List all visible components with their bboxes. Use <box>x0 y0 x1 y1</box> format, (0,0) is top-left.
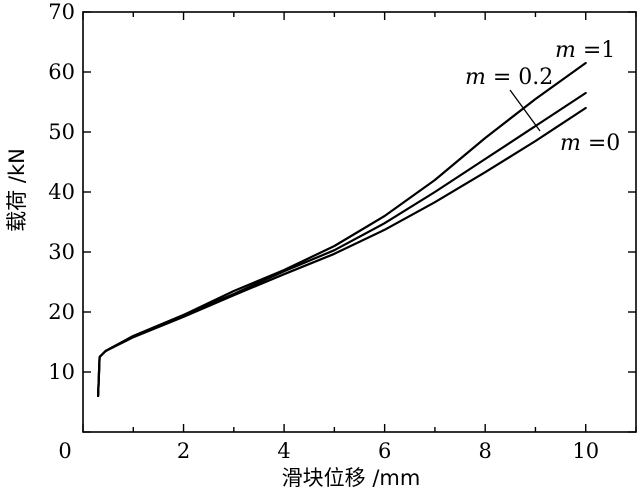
x-axis-label: 滑块位移 /mm <box>282 466 421 490</box>
y-tick-label: 70 <box>48 0 75 24</box>
annotation-m0: m =0 <box>560 131 620 156</box>
plot-area: 0 2 4 6 8 10 10 20 30 40 50 60 70 <box>48 0 637 463</box>
annotation-m02: m = 0.2 <box>465 65 553 90</box>
y-tick-label: 50 <box>48 120 75 144</box>
y-tick-label: 10 <box>48 360 75 384</box>
y-tick-label: 60 <box>48 60 75 84</box>
x-tick-label: 8 <box>478 439 491 463</box>
y-tick-label: 30 <box>48 240 75 264</box>
x-tick-label: 2 <box>177 439 190 463</box>
leader-line-m02 <box>509 89 541 132</box>
plot-frame <box>82 11 637 433</box>
x-tick-label: 10 <box>572 439 599 463</box>
x-tick-label: 0 <box>58 439 71 463</box>
x-tick-label: 6 <box>378 439 391 463</box>
y-axis-label: 载荷 /kN <box>5 148 29 232</box>
annotation-m1: m =1 <box>555 38 615 63</box>
y-tick-label: 40 <box>48 180 75 204</box>
series-line-1 <box>97 91 587 398</box>
y-tick-label: 20 <box>48 300 75 324</box>
series-line-2 <box>97 106 587 398</box>
series-line-0 <box>97 61 587 398</box>
x-tick-label: 4 <box>277 439 290 463</box>
